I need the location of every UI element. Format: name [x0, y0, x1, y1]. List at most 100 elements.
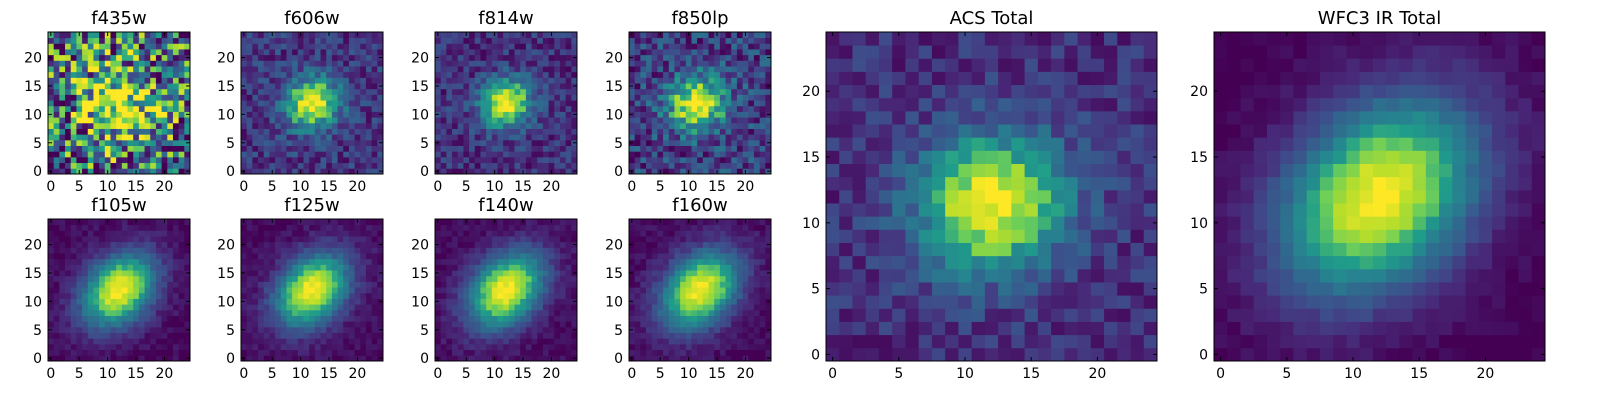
image-pixel: [708, 287, 715, 294]
image-pixel: [497, 83, 504, 90]
image-pixel: [184, 343, 191, 351]
image-pixel: [646, 139, 653, 146]
image-pixel: [469, 332, 476, 339]
image-pixel: [172, 66, 180, 73]
x-tick-label: 15: [320, 179, 338, 195]
image-pixel: [719, 83, 726, 90]
image-pixel: [365, 338, 373, 345]
image-pixel: [440, 264, 447, 271]
image-pixel: [554, 111, 561, 118]
image-pixel: [565, 309, 572, 316]
image-pixel: [155, 168, 162, 175]
image-pixel: [241, 94, 248, 101]
image-pixel: [178, 156, 185, 164]
image-pixel: [446, 128, 453, 135]
image-pixel: [680, 60, 687, 67]
image-pixel: [531, 253, 538, 260]
image-pixel: [520, 156, 527, 164]
image-pixel: [53, 332, 60, 339]
image-pixel: [241, 66, 248, 73]
image-pixel: [297, 315, 304, 322]
image-pixel: [365, 332, 373, 339]
image-pixel: [121, 77, 128, 84]
image-pixel: [127, 287, 134, 294]
image-pixel: [275, 168, 282, 175]
image-pixel: [668, 332, 675, 339]
image-pixel: [275, 355, 282, 362]
image-pixel: [314, 100, 321, 107]
image-pixel: [184, 122, 191, 129]
image-pixel: [343, 162, 350, 169]
image-pixel: [680, 292, 687, 299]
image-pixel: [326, 321, 333, 328]
image-pixel: [326, 43, 333, 50]
image-pixel: [292, 77, 299, 84]
image-pixel: [280, 88, 287, 95]
image-pixel: [651, 275, 658, 282]
image-pixel: [172, 43, 180, 50]
image-pixel: [303, 94, 310, 101]
image-pixel: [297, 236, 304, 243]
image-pixel: [646, 315, 653, 322]
image-pixel: [65, 139, 72, 146]
image-pixel: [320, 32, 327, 39]
image-pixel: [565, 253, 572, 260]
image-pixel: [525, 122, 532, 129]
image-pixel: [542, 66, 549, 73]
image-pixel: [87, 128, 94, 135]
x-tick-label: 20: [156, 366, 174, 382]
image-pixel: [48, 258, 55, 265]
image-pixel: [161, 326, 168, 333]
image-pixel: [725, 43, 732, 50]
image-pixel: [150, 287, 157, 294]
image-pixel: [70, 247, 77, 254]
image-pixel: [138, 37, 145, 44]
image-pixel: [503, 145, 510, 152]
image-pixel: [571, 162, 578, 169]
image-pixel: [331, 117, 338, 124]
image-pixel: [486, 326, 493, 333]
image-pixel: [514, 60, 521, 67]
image-pixel: [663, 315, 670, 322]
image-pixel: [469, 236, 476, 243]
image-pixel: [680, 32, 687, 39]
image-pixel: [736, 139, 743, 146]
image-pixel: [309, 105, 316, 112]
image-pixel: [297, 241, 304, 248]
image-pixel: [486, 236, 493, 243]
image-pixel: [172, 219, 180, 226]
image-pixel: [469, 230, 476, 237]
image-pixel: [127, 343, 134, 351]
image-pixel: [742, 111, 749, 118]
image-pixel: [138, 54, 145, 61]
image-pixel: [697, 117, 704, 124]
image-pixel: [48, 304, 55, 311]
image-pixel: [343, 241, 350, 248]
image-pixel: [70, 83, 77, 90]
image-pixel: [360, 298, 367, 305]
image-pixel: [571, 122, 578, 129]
image-pixel: [446, 37, 453, 44]
image-pixel: [178, 54, 185, 61]
image-pixel: [99, 168, 106, 175]
image-pixel: [93, 88, 100, 95]
image-pixel: [82, 247, 89, 254]
image-pixel: [697, 128, 704, 135]
x-tick-label: 10: [99, 366, 117, 382]
image-pixel: [542, 134, 549, 141]
image-pixel: [314, 304, 321, 311]
image-pixel: [685, 338, 692, 345]
image-pixel: [252, 128, 259, 135]
image-pixel: [275, 264, 282, 271]
image-pixel: [753, 60, 761, 67]
image-pixel: [138, 151, 145, 158]
image-pixel: [269, 349, 276, 356]
image-pixel: [525, 83, 532, 90]
image-pixel: [309, 219, 316, 226]
image-pixel: [503, 349, 510, 356]
image-pixel: [354, 253, 361, 260]
image-pixel: [99, 94, 106, 101]
image-pixel: [571, 309, 578, 316]
image-pixel: [150, 355, 157, 362]
